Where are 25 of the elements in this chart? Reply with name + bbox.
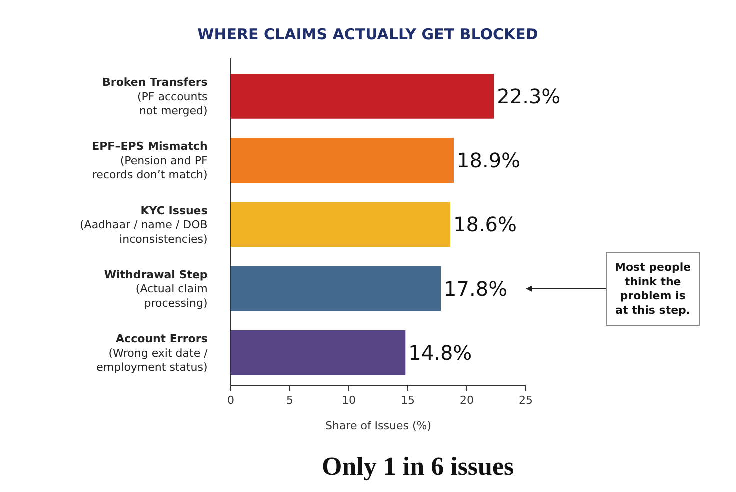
x-tick-label: 0 <box>228 394 234 408</box>
data-label: 14.8% <box>408 340 472 365</box>
text: Most people think the problem is at this step. <box>615 261 692 317</box>
y-tick-label: Withdrawal Step (Actual claim processing) <box>104 268 208 310</box>
x-tick-label: 5 <box>286 394 294 408</box>
data-label: 18.9% <box>457 148 521 173</box>
y-tick-label: EPF–EPS Mismatch (Pension and PF records don’t match) <box>92 140 208 182</box>
y-tick-label: KYC Issues (Aadhaar / name / DOB inconsistencies) <box>80 204 208 246</box>
data-label: 22.3% <box>497 84 561 108</box>
y-tick-label: Account Errors (Wrong exit date / employment status) <box>96 332 208 374</box>
y-tick-label: Broken Transfers (PF accounts not merged) <box>102 76 208 118</box>
x-tick-label: 10 <box>342 394 356 408</box>
x-axis-title: Share of Issues (%) <box>325 419 432 432</box>
x-tick-label: 15 <box>401 394 415 408</box>
bar <box>231 266 442 312</box>
x-tick-label: 25 <box>519 394 533 408</box>
bar <box>231 330 406 376</box>
bar <box>231 138 454 184</box>
bar <box>231 74 494 119</box>
data-label: 17.8% <box>444 276 508 301</box>
bar <box>231 202 450 248</box>
text: Only 1 in 6 issues <box>322 452 514 481</box>
chart-title: WHERE CLAIMS ACTUALLY GET BLOCKED <box>198 26 538 44</box>
data-label: 18.6% <box>453 212 518 237</box>
x-tick-label: 20 <box>460 394 474 408</box>
